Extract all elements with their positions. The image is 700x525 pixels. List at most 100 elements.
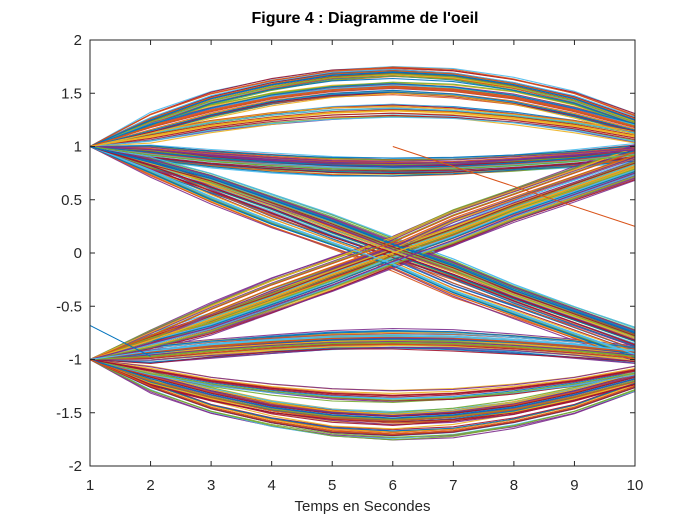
stray-line	[89, 324, 151, 357]
series-lines	[89, 66, 636, 441]
series-line	[89, 358, 636, 397]
series-line	[89, 358, 636, 419]
y-tick-label: -1	[69, 352, 82, 369]
y-tick-label: 0	[74, 245, 82, 262]
trace-line	[89, 348, 636, 365]
y-tick-label: -1.5	[56, 405, 82, 422]
trace-line	[89, 358, 636, 432]
trace-line	[89, 145, 636, 173]
trace-line	[89, 91, 636, 148]
series-line	[89, 335, 636, 361]
trace-line	[89, 150, 636, 361]
trace-line	[89, 358, 636, 424]
x-axis-label: Temps en Secondes	[294, 498, 431, 515]
trace-line	[89, 175, 636, 361]
trace-line	[89, 145, 636, 339]
trace-line	[89, 68, 636, 147]
trace-line	[89, 145, 636, 168]
trace-line	[89, 177, 636, 361]
trace-line	[89, 358, 636, 422]
x-tick-label: 9	[570, 477, 578, 494]
trace-line	[89, 86, 636, 148]
trace-line	[89, 145, 636, 333]
trace-line	[89, 145, 636, 164]
trace-line	[89, 169, 636, 361]
trace-line	[89, 145, 636, 337]
trace-line	[89, 358, 636, 437]
trace-line	[89, 340, 636, 361]
trace-line	[89, 358, 636, 398]
trace-line	[89, 358, 636, 396]
y-tick-label: -0.5	[56, 298, 82, 315]
trace-line	[89, 179, 636, 361]
trace-line	[89, 145, 636, 356]
series-line	[89, 145, 636, 165]
trace-line	[89, 358, 636, 392]
series-line	[89, 145, 636, 341]
x-tick-label: 6	[389, 477, 397, 494]
trace-line	[89, 358, 636, 420]
trace-line	[89, 116, 636, 148]
trace-line	[89, 145, 636, 159]
y-tick-label: 2	[74, 32, 82, 49]
chart-title: Figure 4 : Diagramme de l'oeil	[251, 10, 479, 27]
trace-line	[89, 82, 636, 148]
x-tick-label: 3	[207, 477, 215, 494]
x-tick-label: 8	[510, 477, 518, 494]
y-tick-label: 0.5	[61, 192, 82, 209]
trace-line	[89, 145, 636, 340]
x-tick-label: 4	[267, 477, 275, 494]
trace-line	[89, 145, 636, 162]
trace-line	[89, 358, 636, 426]
series-line	[89, 358, 636, 435]
x-tick-label: 2	[146, 477, 154, 494]
trace-line	[89, 358, 636, 433]
series-line	[89, 71, 636, 148]
trace-line	[89, 358, 636, 416]
trace-line	[89, 358, 636, 417]
trace-line	[89, 358, 636, 394]
trace-line	[89, 154, 636, 361]
series-line	[89, 151, 636, 361]
trace-line	[89, 162, 636, 361]
stray-line	[392, 146, 636, 227]
series-line	[89, 172, 636, 361]
trace-line	[89, 107, 636, 148]
trace-line	[89, 147, 636, 361]
trace-line	[89, 145, 636, 328]
trace-line	[89, 145, 636, 170]
trace-line	[89, 77, 636, 148]
trace-line	[89, 334, 636, 361]
trace-line	[89, 346, 636, 362]
axes: 1 2 3 4 5 6 7 8 9 10 -2 -1.5 -1 -0.5 0 0.5 1 1.5 2	[56, 32, 643, 494]
y-tick-label: -2	[69, 458, 82, 475]
x-tick-label: 10	[627, 477, 644, 494]
trace-line	[89, 92, 636, 148]
trace-line	[89, 114, 636, 148]
trace-line	[89, 358, 636, 420]
trace-line	[89, 145, 636, 175]
trace-line	[89, 145, 636, 172]
trace-line	[89, 89, 636, 148]
trace-line	[89, 358, 636, 423]
y-tick-label: 1	[74, 139, 82, 156]
x-tick-label: 5	[328, 477, 336, 494]
trace-line	[89, 66, 636, 147]
x-tick-label: 7	[449, 477, 457, 494]
trace-line	[89, 343, 636, 361]
trace-line	[89, 108, 636, 148]
trace-line	[89, 358, 636, 400]
trace-line	[89, 105, 636, 148]
trace-line	[89, 92, 636, 148]
trace-line	[89, 330, 636, 361]
series-line	[89, 341, 636, 361]
trace-line	[89, 168, 636, 361]
trace-line	[89, 145, 636, 346]
series-line	[89, 165, 636, 361]
trace-line	[89, 145, 636, 331]
trace-line	[89, 174, 636, 361]
trace-line	[89, 359, 636, 438]
trace-line	[89, 160, 636, 361]
